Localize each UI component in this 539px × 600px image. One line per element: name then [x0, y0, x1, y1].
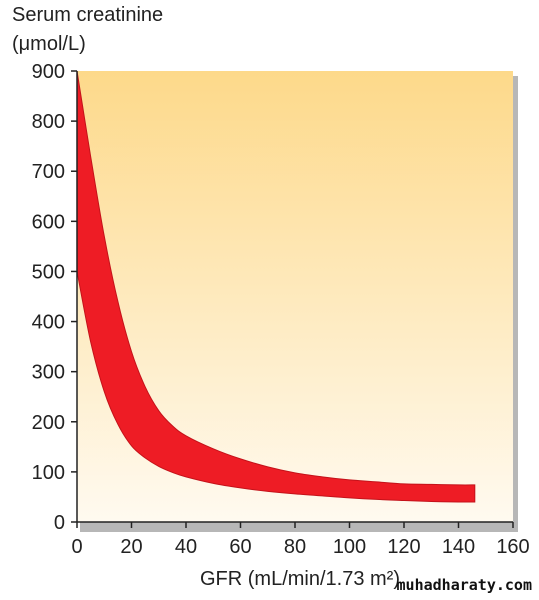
x-axis-title: GFR (mL/min/1.73 m²) [200, 568, 400, 590]
y-tick-label: 800 [32, 111, 65, 133]
y-tick-label: 200 [32, 412, 65, 434]
x-ticks: 0 20 40 60 80 100 120 140 160 [71, 522, 530, 558]
x-tick-label: 60 [229, 536, 251, 558]
y-tick-label: 500 [32, 261, 65, 283]
creatinine-band [76, 70, 476, 503]
y-tick-label: 0 [54, 512, 65, 534]
y-tick-label: 700 [32, 161, 65, 183]
x-tick-label: 20 [120, 536, 142, 558]
y-tick-label: 100 [32, 462, 65, 484]
y-ticks: 0 100 200 300 400 500 600 700 800 900 [32, 61, 77, 534]
x-tick-label: 120 [387, 536, 420, 558]
y-axis-title-line2: (μmol/L) [12, 33, 86, 55]
x-tick-label: 80 [284, 536, 306, 558]
y-tick-label: 600 [32, 211, 65, 233]
y-tick-label: 300 [32, 362, 65, 384]
x-tick-label: 40 [175, 536, 197, 558]
y-axis-title-line1: Serum creatinine [12, 4, 163, 26]
x-tick-label: 100 [333, 536, 366, 558]
x-tick-label: 0 [71, 536, 82, 558]
x-tick-label: 140 [442, 536, 475, 558]
y-tick-label: 900 [32, 61, 65, 83]
y-tick-label: 400 [32, 312, 65, 334]
watermark: muhadharaty.com [397, 576, 532, 594]
x-tick-label: 160 [496, 536, 529, 558]
